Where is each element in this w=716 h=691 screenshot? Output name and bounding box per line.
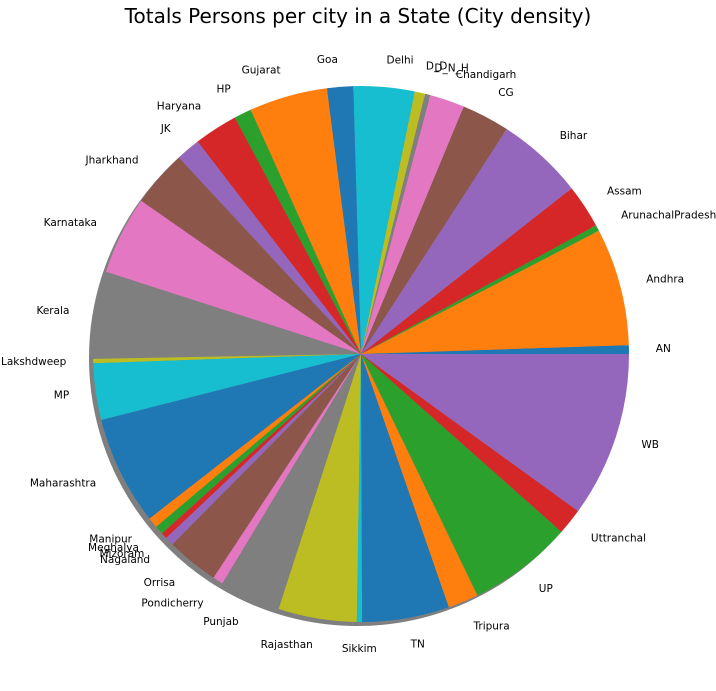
slice-label-arunachalpradesh: ArunachalPradesh <box>621 209 716 221</box>
slice-label-tripura: Tripura <box>473 621 510 633</box>
slice-label-andhra: Andhra <box>646 274 684 286</box>
slice-jk <box>178 141 361 354</box>
slice-kerala <box>92 271 361 359</box>
slice-label-gujarat: Gujarat <box>242 64 281 76</box>
slice-tn <box>361 354 449 622</box>
slice-punjab <box>222 354 361 610</box>
slice-goa <box>326 86 361 355</box>
slice-lakshdweep <box>93 354 361 364</box>
slice-label-an: AN <box>656 343 671 355</box>
slice-label-maharashtra: Maharashtra <box>30 478 96 490</box>
slice-mp <box>93 354 361 421</box>
slice-up <box>361 354 562 596</box>
slice-label-hp: HP <box>216 84 230 96</box>
slice-label-mizoram: Mizoram <box>99 548 144 560</box>
slice-arunachalpradesh <box>361 225 599 354</box>
slice-label-haryana: Haryana <box>157 100 201 112</box>
chart-title: Totals Persons per city in a State (City… <box>124 4 592 28</box>
slice-label-pondicherry: Pondicherry <box>141 597 203 609</box>
slice-hp <box>234 109 361 354</box>
slice-d-d <box>361 91 426 354</box>
slice-d-n-h <box>361 93 431 354</box>
slice-haryana <box>197 117 361 354</box>
slice-label-punjab: Punjab <box>203 616 239 628</box>
slice-manipur <box>149 354 361 527</box>
slice-uttranchal <box>361 354 579 532</box>
slice-assam <box>361 188 597 354</box>
slice-label-jharkhand: Jharkhand <box>85 155 139 167</box>
slice-label-nagaland: Nagaland <box>100 554 150 566</box>
slice-label-mp: MP <box>54 390 69 402</box>
slice-tripura <box>361 354 478 608</box>
slice-label-karnataka: Karnataka <box>44 217 97 229</box>
slice-label-assam: Assam <box>607 186 642 198</box>
slice-label-chandigarh: Chandigarh <box>456 69 517 81</box>
slice-label-jk: JK <box>160 123 172 135</box>
slice-nagaland <box>166 354 361 545</box>
slice-label-up: UP <box>539 583 553 595</box>
slice-label-cg: CG <box>498 87 513 99</box>
slice-wb <box>361 354 629 512</box>
slice-label-meghalya: Meghalya <box>88 542 139 554</box>
slice-label-tn: TN <box>410 639 425 651</box>
slice-label-kerala: Kerala <box>36 305 69 317</box>
slice-label-d-n-h: D_N_H <box>434 63 468 75</box>
slice-label-manipur: Manipur <box>89 534 132 546</box>
slice-meghalya <box>156 354 361 534</box>
slice-label-d-d: D_D <box>426 60 447 72</box>
slice-andhra <box>361 230 629 354</box>
slice-jharkhand <box>141 157 361 354</box>
pie-slices <box>92 85 629 623</box>
slice-label-lakshdweep: Lakshdweep <box>1 356 67 368</box>
slice-maharashtra <box>101 354 362 519</box>
slice-label-sikkim: Sikkim <box>342 643 377 655</box>
slice-bihar <box>361 129 572 354</box>
slice-sikkim <box>356 354 363 623</box>
slice-label-orrisa: Orrisa <box>144 577 176 589</box>
slice-gujarat <box>250 88 361 354</box>
slice-label-uttranchal: Uttranchal <box>591 533 646 545</box>
slice-chandigarh <box>361 95 464 354</box>
slice-an <box>361 345 629 354</box>
pie-labels: AN Andhra ArunachalPradesh Assam Bihar CG Chan… <box>1 54 716 655</box>
slice-label-wb: WB <box>641 439 659 451</box>
slice-rajasthan <box>278 354 361 622</box>
slice-delhi <box>353 85 415 355</box>
slice-label-rajasthan: Rajasthan <box>261 639 313 651</box>
slice-label-delhi: Delhi <box>387 54 414 66</box>
slice-cg <box>361 106 507 355</box>
slice-label-goa: Goa <box>317 54 338 66</box>
slice-pondicherry <box>213 354 361 584</box>
slice-mizoram <box>161 354 361 539</box>
slice-orrisa <box>172 354 361 578</box>
slice-label-bihar: Bihar <box>560 130 588 142</box>
slice-karnataka <box>105 200 361 354</box>
